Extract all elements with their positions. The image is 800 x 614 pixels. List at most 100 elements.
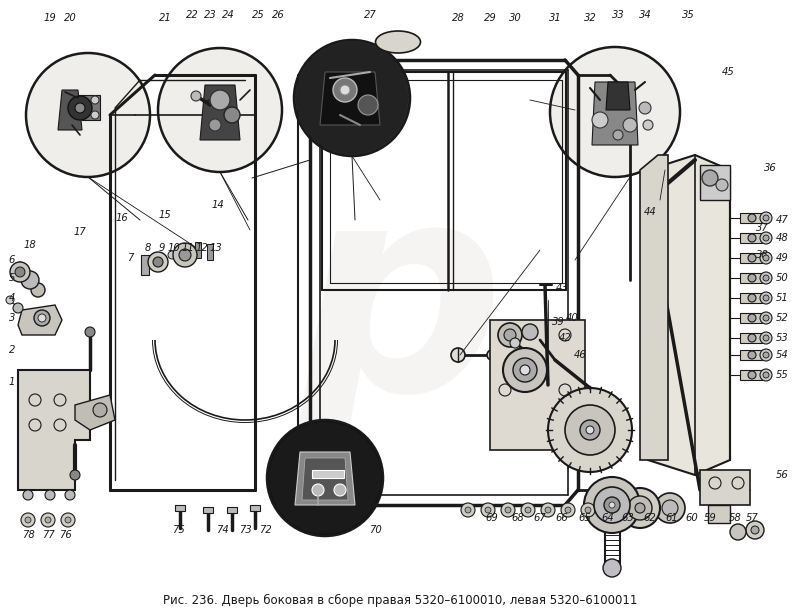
Text: 73: 73 [238, 525, 251, 535]
Circle shape [504, 329, 516, 341]
Circle shape [61, 513, 75, 527]
Circle shape [85, 327, 95, 337]
Text: 5: 5 [9, 273, 15, 283]
Circle shape [748, 334, 756, 342]
Circle shape [153, 257, 163, 267]
Text: 66: 66 [556, 513, 568, 523]
Circle shape [21, 513, 35, 527]
Text: 64: 64 [602, 513, 614, 523]
Text: 33: 33 [612, 10, 624, 20]
Bar [740, 213, 762, 223]
Circle shape [155, 255, 165, 265]
Circle shape [498, 323, 522, 347]
Text: 17: 17 [74, 227, 86, 237]
Text: 14: 14 [212, 200, 224, 210]
Text: 59: 59 [704, 513, 716, 523]
Polygon shape [295, 452, 355, 505]
Text: 25: 25 [252, 10, 264, 20]
Circle shape [746, 521, 764, 539]
Circle shape [158, 258, 162, 262]
Text: 21: 21 [158, 13, 171, 23]
Circle shape [748, 254, 756, 262]
Circle shape [6, 296, 14, 304]
Circle shape [760, 232, 772, 244]
Text: 44: 44 [644, 207, 656, 217]
Circle shape [525, 507, 531, 513]
Circle shape [510, 338, 520, 348]
Text: 27: 27 [364, 10, 376, 20]
Circle shape [487, 350, 497, 360]
Text: 20: 20 [64, 13, 76, 23]
Circle shape [763, 295, 769, 301]
Text: 36: 36 [764, 163, 776, 173]
Polygon shape [648, 155, 730, 475]
Circle shape [581, 503, 595, 517]
Circle shape [763, 235, 769, 241]
Circle shape [501, 503, 515, 517]
Circle shape [75, 103, 85, 113]
Bar [740, 273, 762, 283]
Text: 53: 53 [776, 333, 788, 343]
Text: 16: 16 [116, 213, 128, 223]
Circle shape [760, 272, 772, 284]
Circle shape [210, 90, 230, 110]
Circle shape [545, 507, 551, 513]
Circle shape [68, 96, 92, 120]
Circle shape [312, 484, 324, 496]
Circle shape [294, 40, 410, 156]
Circle shape [168, 251, 176, 259]
Circle shape [25, 517, 31, 523]
Circle shape [158, 48, 282, 172]
Bar [175, 505, 185, 511]
Circle shape [45, 517, 51, 523]
Bar [203, 507, 213, 513]
Circle shape [585, 507, 591, 513]
Circle shape [91, 111, 99, 119]
Text: 58: 58 [729, 513, 742, 523]
Circle shape [760, 349, 772, 361]
Text: 1: 1 [9, 377, 15, 387]
Text: 38: 38 [756, 250, 768, 260]
Ellipse shape [375, 31, 421, 53]
Circle shape [481, 503, 495, 517]
Circle shape [41, 513, 55, 527]
Bar [250, 505, 260, 511]
Circle shape [548, 388, 632, 472]
Text: 65: 65 [578, 513, 591, 523]
Circle shape [70, 470, 80, 480]
Bar [740, 253, 762, 263]
Text: 3: 3 [9, 313, 15, 323]
Text: 32: 32 [584, 13, 596, 23]
Polygon shape [58, 90, 82, 130]
Circle shape [623, 118, 637, 132]
Text: 78: 78 [22, 530, 34, 540]
Circle shape [93, 403, 107, 417]
Text: 12: 12 [196, 243, 208, 253]
Circle shape [763, 352, 769, 358]
Text: 74: 74 [216, 525, 228, 535]
Circle shape [748, 234, 756, 242]
Circle shape [505, 507, 511, 513]
Text: 77: 77 [42, 530, 54, 540]
Circle shape [604, 497, 620, 513]
Circle shape [584, 477, 640, 533]
Text: 55: 55 [776, 370, 788, 380]
Circle shape [565, 405, 615, 455]
Circle shape [609, 502, 615, 508]
Polygon shape [302, 458, 348, 500]
Bar [141, 255, 149, 275]
Circle shape [38, 314, 46, 322]
Polygon shape [320, 72, 380, 125]
Text: 54: 54 [776, 350, 788, 360]
Circle shape [465, 507, 471, 513]
Text: 46: 46 [574, 350, 586, 360]
Text: 29: 29 [484, 13, 496, 23]
Circle shape [716, 179, 728, 191]
Text: 76: 76 [58, 530, 71, 540]
Text: 19: 19 [44, 13, 56, 23]
Text: 52: 52 [776, 313, 788, 323]
Circle shape [592, 112, 608, 128]
Circle shape [191, 91, 201, 101]
Circle shape [34, 310, 50, 326]
Text: 51: 51 [776, 293, 788, 303]
